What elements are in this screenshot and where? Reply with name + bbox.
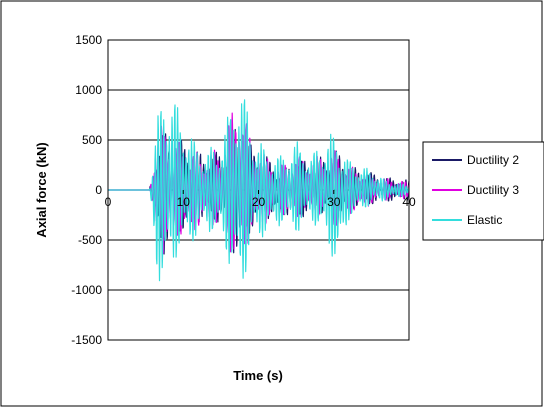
series-layer (107, 99, 410, 282)
series-line-elastic (107, 99, 410, 282)
x-tick-label: 10 (177, 195, 191, 209)
x-tick-label: 20 (252, 195, 266, 209)
y-tick-label: -500 (78, 233, 102, 247)
x-tick-label: 30 (327, 195, 341, 209)
legend-label-ductility-3: Ductility 3 (467, 183, 519, 197)
x-tick-labels: 0 10 20 30 40 (105, 190, 416, 209)
y-tick-label: 1500 (75, 33, 102, 47)
y-tick-label: 1000 (75, 83, 102, 97)
y-tick-label: -1500 (71, 333, 102, 347)
legend-label-ductility-2: Ductility 2 (467, 153, 519, 167)
y-tick-label: -1000 (71, 283, 102, 297)
y-tick-labels: 1500 1000 500 0 -500 -1000 -1500 (71, 33, 102, 347)
x-axis-title: Time (s) (233, 368, 283, 383)
x-tick-label: 0 (105, 195, 112, 209)
y-tick-label: 0 (95, 183, 102, 197)
legend-label-elastic: Elastic (467, 213, 502, 227)
x-tick-label: 40 (402, 195, 416, 209)
legend: Ductility 2 Ductility 3 Elastic (422, 141, 544, 241)
y-tick-label: 500 (82, 133, 102, 147)
y-axis-title: Axial force (kN) (34, 142, 49, 237)
